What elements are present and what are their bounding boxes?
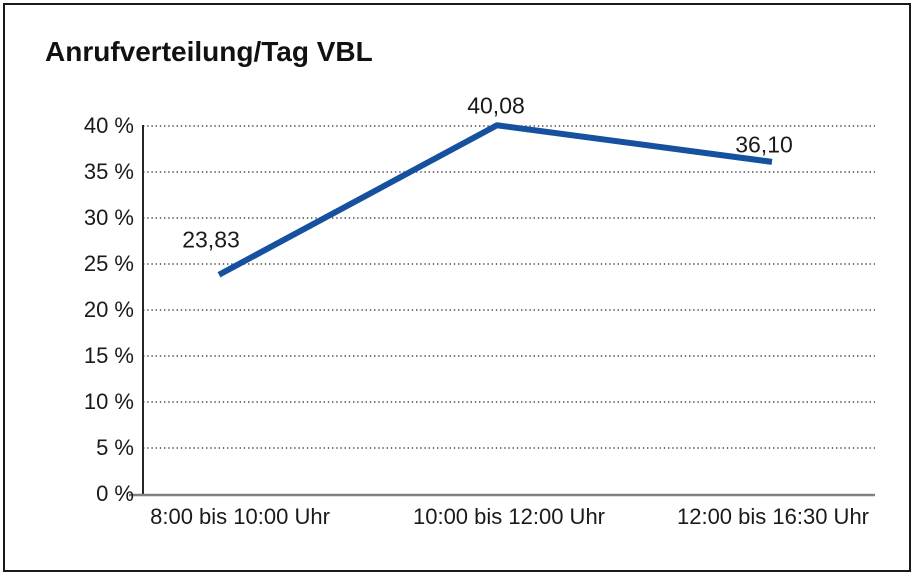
x-category-label: 8:00 bis 10:00 Uhr [150, 504, 330, 529]
data-point-label: 40,08 [467, 92, 525, 119]
x-category-label: 10:00 bis 12:00 Uhr [412, 504, 606, 529]
y-tick-label: 5 % [96, 435, 134, 460]
y-tick-label: 40 % [83, 113, 134, 138]
x-category-label: 12:00 bis 16:30 Uhr [676, 504, 870, 529]
data-line-series [217, 122, 773, 278]
data-point-label: 23,83 [182, 226, 240, 253]
y-tick-label: 25 % [83, 251, 134, 276]
y-tick-label: 30 % [83, 205, 134, 230]
y-tick-label: 20 % [83, 297, 134, 322]
y-tick-label: 35 % [83, 159, 134, 184]
y-tick-label: 15 % [83, 343, 134, 368]
data-point-label: 36,10 [735, 131, 793, 158]
line-chart-plot-area [129, 122, 875, 497]
y-tick-label: 0 % [96, 481, 134, 506]
y-tick-label: 10 % [83, 389, 134, 414]
horizontal-gridlines [143, 125, 875, 449]
chart-outer-border: Anrufverteilung/Tag VBL 0 % 5 % 10 % 15 % 20… [3, 3, 911, 572]
chart-title: Anrufverteilung/Tag VBL [45, 36, 373, 67]
